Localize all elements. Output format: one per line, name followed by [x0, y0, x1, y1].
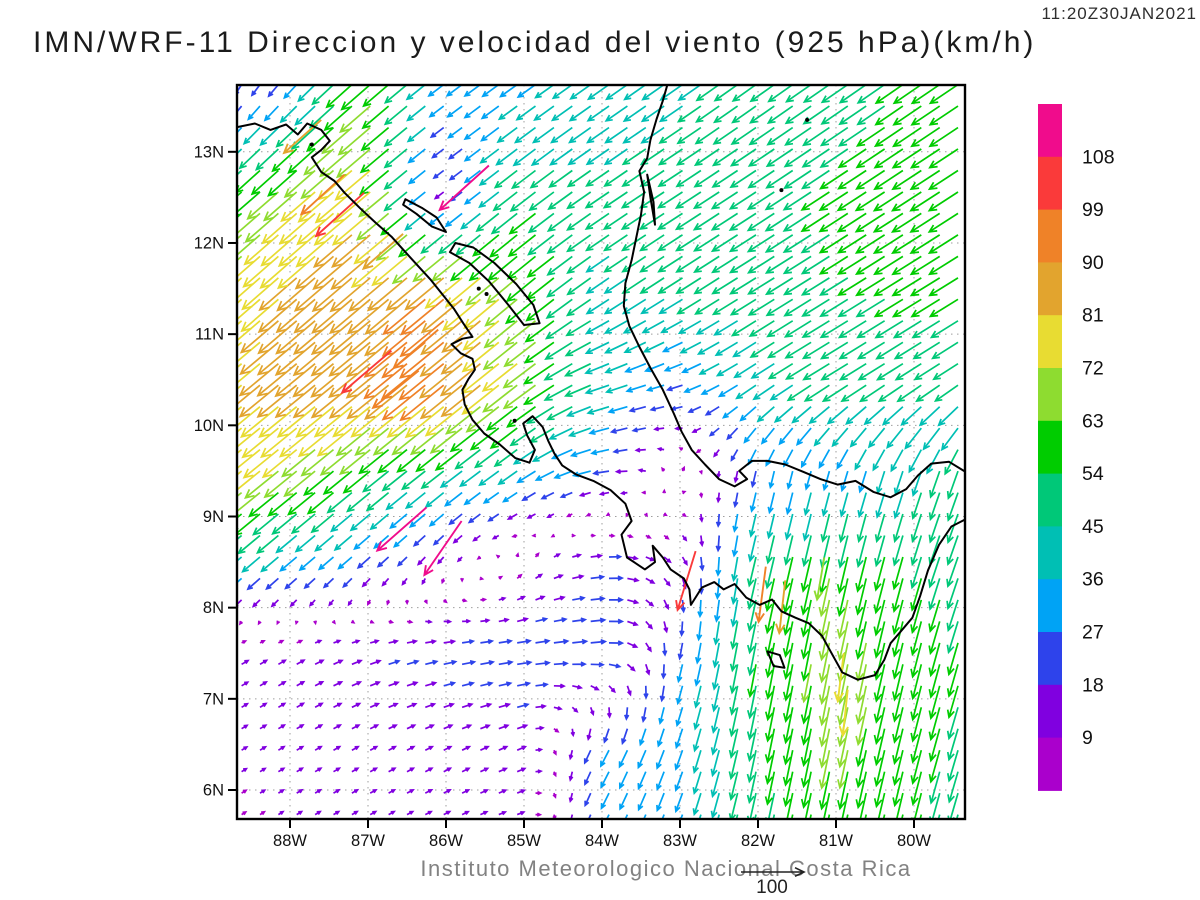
colorbar-tick-label: 36	[1082, 569, 1104, 591]
credit-text: Instituto Meteorologico Nacional Costa R…	[420, 856, 912, 881]
y-tick-label: 12N	[194, 234, 224, 252]
x-tick-label: 82W	[741, 832, 775, 850]
colorbar-tick-label: 18	[1082, 674, 1104, 696]
colorbar-tick-label: 90	[1082, 252, 1104, 274]
colorbar-tick-label: 27	[1082, 622, 1104, 644]
x-tick-label: 81W	[819, 832, 853, 850]
x-tick-label: 87W	[351, 832, 385, 850]
x-tick-label: 84W	[585, 832, 619, 850]
chart-title: IMN/WRF-11 Direccion y velocidad del vie…	[33, 26, 1037, 59]
jet-streak-layer	[282, 119, 849, 738]
reference-vector-label: 100	[756, 877, 788, 898]
x-tick-label: 86W	[429, 832, 463, 850]
x-tick-label: 88W	[273, 832, 307, 850]
colorbar-tick-label: 99	[1082, 199, 1104, 221]
y-tick-label: 8N	[203, 599, 224, 617]
wind-vector-layer	[237, 85, 959, 819]
x-tick-label: 85W	[507, 832, 541, 850]
reference-vector: 100	[741, 866, 806, 898]
y-tick-label: 6N	[203, 782, 224, 800]
x-tick-label: 83W	[663, 832, 697, 850]
colorbar-tick-label: 108	[1082, 146, 1115, 168]
y-tick-label: 13N	[194, 143, 224, 161]
y-tick-label: 9N	[203, 508, 224, 526]
colorbar-tick-label: 45	[1082, 516, 1104, 538]
colorbar-tick-label: 63	[1082, 410, 1104, 432]
run-timestamp: 11:20Z30JAN2021	[1041, 4, 1197, 23]
axis-labels: 13N 12N 11N 10N 9N 8N 7N 6N 88W 87W 86W 85W 84W 83W 82…	[194, 143, 932, 850]
colorbar-tick-label: 54	[1082, 463, 1104, 485]
colorbar-tick-label: 72	[1082, 358, 1104, 380]
y-tick-label: 11N	[195, 326, 224, 344]
colorbar-tick-label: 81	[1082, 305, 1104, 327]
colorbar: 108 99 90 81 72 63 54 45 36 27 18 9	[1038, 104, 1115, 791]
y-tick-label: 7N	[203, 690, 224, 708]
y-tick-label: 10N	[194, 417, 224, 435]
colorbar-tick-label: 9	[1082, 727, 1093, 749]
x-tick-label: 80W	[897, 832, 931, 850]
coastline-layer	[237, 85, 965, 681]
